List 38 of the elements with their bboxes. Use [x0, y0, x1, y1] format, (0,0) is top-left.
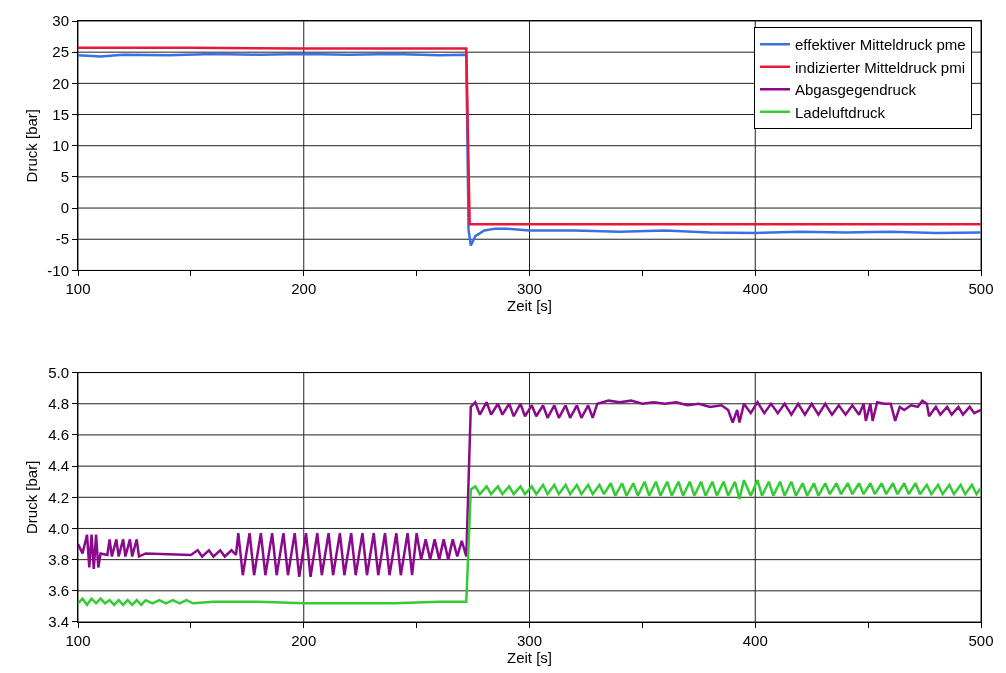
legend-label: indizierter Mitteldruck pmi: [794, 58, 966, 76]
y-tick-label: 0: [60, 199, 69, 217]
y-tick-label: 4.0: [48, 519, 69, 537]
y-tick-label: -5: [55, 230, 69, 248]
y-tick-label: 3.6: [48, 582, 69, 600]
legend-label: effektiver Mitteldruck pme: [794, 36, 966, 54]
y-axis-title: Druck [bar]: [22, 109, 40, 183]
x-tick-label: 400: [742, 280, 768, 298]
line-series: [78, 478, 981, 607]
x-tick-label: 500: [968, 632, 994, 649]
x-tick-label: 500: [968, 280, 994, 298]
y-tick-label: 4.6: [48, 426, 69, 444]
x-tick-label: 300: [516, 632, 543, 649]
y-tick-label: 4.4: [48, 457, 69, 475]
y-tick-label: 15: [52, 105, 69, 123]
line-series: [78, 399, 981, 579]
x-tick-label: 100: [65, 632, 91, 649]
legend-label: Ladeluftdruck: [794, 103, 886, 121]
y-tick-label: 25: [52, 43, 69, 61]
y-tick-label: -10: [47, 261, 69, 279]
x-tick-label: 300: [516, 280, 543, 298]
y-tick-label: 4.2: [48, 488, 69, 506]
y-tick-label: 20: [52, 74, 69, 92]
y-tick-label: 3.4: [48, 613, 69, 631]
x-tick-label: 100: [65, 280, 91, 298]
y-tick-label: 10: [52, 136, 69, 154]
x-axis-title: Zeit [s]: [506, 649, 553, 666]
x-tick-label: 200: [291, 632, 317, 649]
y-tick-label: 5.0: [48, 363, 69, 381]
x-tick-label: 200: [291, 280, 317, 298]
y-tick-label: 4.8: [48, 395, 69, 413]
x-tick-label: 400: [742, 632, 768, 649]
x-axis-title: Zeit [s]: [506, 297, 553, 315]
legend-label: Abgasgegendruck: [794, 81, 917, 99]
y-tick-label: 5: [60, 168, 69, 186]
y-tick-label: 30: [52, 12, 69, 30]
y-axis-title: Druck [bar]: [23, 460, 41, 534]
y-tick-label: 3.8: [48, 550, 69, 568]
